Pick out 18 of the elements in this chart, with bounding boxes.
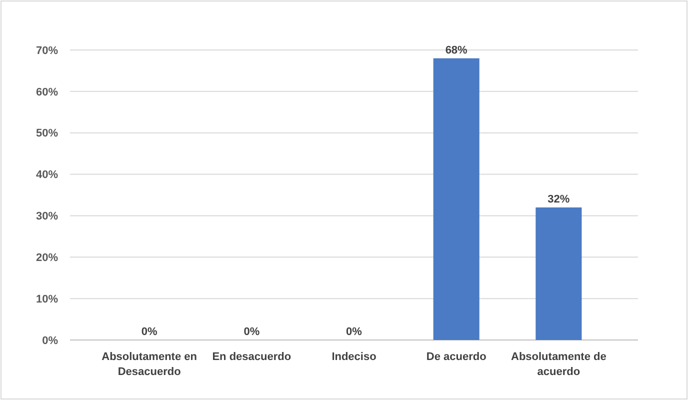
x-tick-label: Indeciso (332, 351, 377, 363)
y-tick-label: 20% (36, 252, 58, 264)
y-tick-label: 40% (36, 169, 58, 182)
x-tick-label: Absolutamente de acuerdo (511, 351, 606, 378)
x-tick-label: Absolutamente en Desacuerdo (102, 351, 198, 378)
x-tick-label: De acuerdo (426, 351, 487, 363)
y-tick-label: 60% (36, 86, 58, 98)
data-label: 0% (141, 326, 158, 338)
y-tick-label: 50% (36, 128, 58, 140)
data-label: 0% (244, 326, 260, 338)
y-tick-label: 10% (36, 293, 58, 306)
x-tick-label: En desacuerdo (212, 351, 292, 363)
data-label: 0% (346, 326, 362, 338)
data-label: 32% (548, 193, 570, 206)
y-tick-label: 70% (36, 44, 58, 57)
y-tick-label: 0% (42, 334, 58, 347)
y-tick-label: 30% (36, 210, 58, 223)
data-label: 68% (445, 44, 468, 56)
